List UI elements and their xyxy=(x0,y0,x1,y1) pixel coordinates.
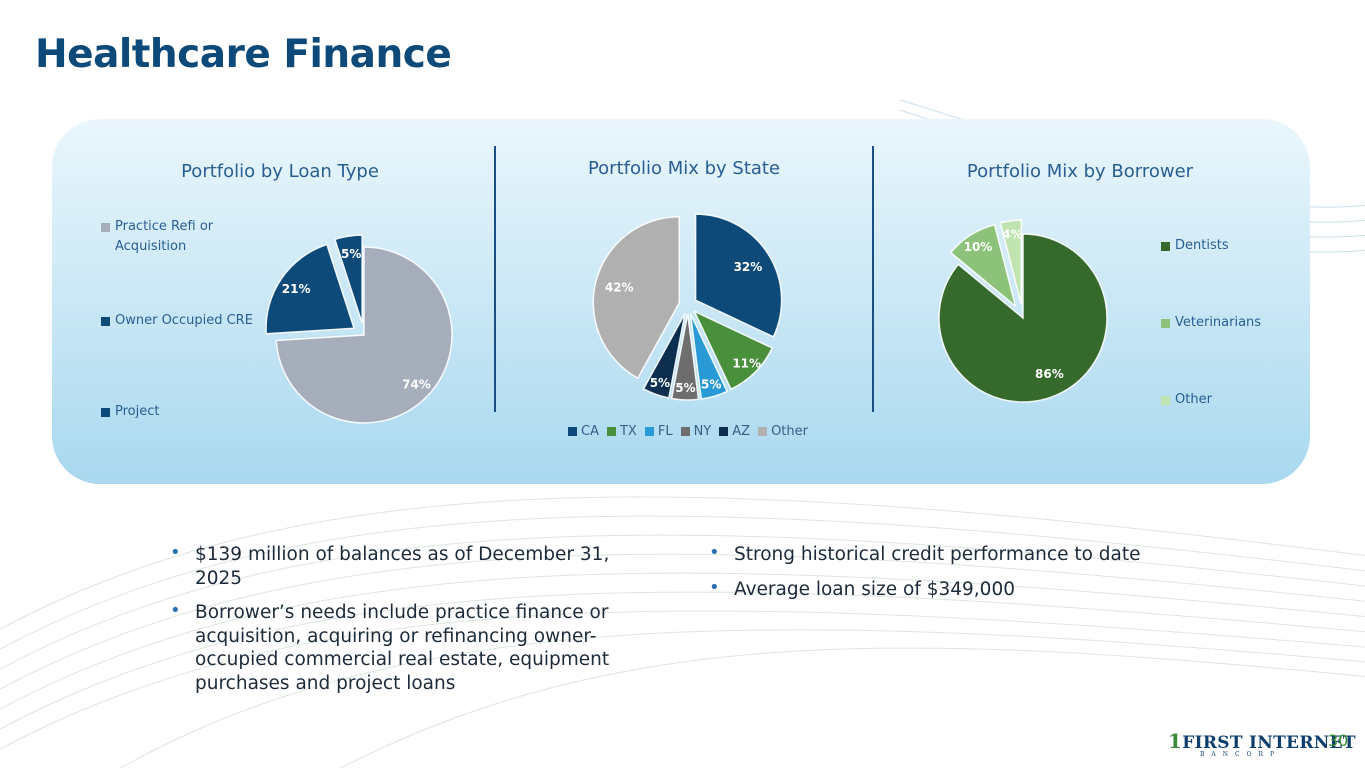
bullet-dot: • xyxy=(170,600,181,621)
legend-label: Owner Occupied CRE xyxy=(115,313,253,328)
divider xyxy=(494,146,496,412)
pie-slice-owner-occupied-cre xyxy=(265,243,356,335)
pie-slice-practice-refi-or-acquisition xyxy=(275,246,453,424)
legend-item: Other xyxy=(758,424,808,439)
legend-item: Owner Occupied CRE xyxy=(101,311,271,331)
pie-slice-tx xyxy=(692,309,774,391)
logo-subtext: BANCORP xyxy=(1200,751,1282,758)
legend-swatch xyxy=(644,427,654,436)
bullet-dot: • xyxy=(170,542,181,563)
bullet-item: • $139 million of balances as of December… xyxy=(170,542,655,590)
divider xyxy=(872,146,874,412)
legend-swatch xyxy=(101,317,110,326)
chart-title-borrower: Portfolio Mix by Borrower xyxy=(966,161,1194,182)
legend-item: TX xyxy=(606,424,637,439)
bullet-text: Strong historical credit performance to … xyxy=(734,544,1141,565)
bullet-item: • Strong historical credit performance to… xyxy=(709,542,1229,567)
legend-item: Veterinarians xyxy=(1161,313,1261,333)
pie-slice-other xyxy=(592,216,681,380)
legend-swatch xyxy=(758,427,768,436)
page-number: 30 xyxy=(1328,731,1349,750)
legend-label: Practice Refi or Acquisition xyxy=(115,219,214,254)
bullet-dot: • xyxy=(709,576,720,598)
pie-slice-fl xyxy=(689,313,729,400)
pie-slice-project xyxy=(333,234,363,324)
legend-state: CA TX FL NY AZ Other xyxy=(548,424,828,439)
pie-chart-state: 32% 11% 5% 5% 5% 42% xyxy=(592,213,783,401)
legend-item: FL xyxy=(644,424,673,439)
legend-item: Project xyxy=(101,402,159,422)
pie-chart-borrower: 86% 10% 4% xyxy=(938,219,1108,403)
data-label: 74% xyxy=(402,377,431,391)
first-internet-bancorp-logo: 1FIRST INTERNET BANCORP xyxy=(1168,729,1356,758)
bullet-item: • Average loan size of $349,000 xyxy=(709,576,1229,602)
legend-label: AZ xyxy=(732,424,751,439)
data-label: 10% xyxy=(964,240,993,254)
pie-slice-veterinarians xyxy=(949,223,1017,309)
data-label: 42% xyxy=(605,280,634,294)
legend-swatch xyxy=(568,427,577,436)
legend-item: CA xyxy=(568,424,599,439)
pie-slice-az xyxy=(642,313,686,399)
chart-title-state: Portfolio Mix by State xyxy=(587,158,781,179)
legend-item: AZ xyxy=(719,424,750,439)
legend-item: Other xyxy=(1161,390,1212,410)
data-label: 5% xyxy=(701,378,721,392)
legend-swatch xyxy=(680,427,690,436)
legend-item: Dentists xyxy=(1161,236,1229,256)
legend-label: Veterinarians xyxy=(1175,315,1262,330)
pie-chart-loan-type: 74% 21% 5% xyxy=(265,234,453,424)
bullet-text: $139 million of balances as of December … xyxy=(195,544,610,589)
data-label: 32% xyxy=(734,260,763,274)
logo-mark: 1 xyxy=(1168,729,1183,753)
legend-label: Project xyxy=(115,404,160,419)
data-label: 4% xyxy=(1002,228,1022,242)
legend-label: CA xyxy=(581,424,599,439)
bullet-text: Borrower’s needs include practice financ… xyxy=(195,602,610,694)
legend-label: Other xyxy=(771,424,808,439)
legend-swatch xyxy=(1161,319,1170,328)
bullet-list-right: • Strong historical credit performance to… xyxy=(709,542,1229,612)
pie-slice-dentists xyxy=(938,233,1108,403)
data-label: 5% xyxy=(675,381,695,395)
legend-swatch xyxy=(101,223,110,232)
bullet-text: Average loan size of $349,000 xyxy=(734,578,1015,600)
legend-swatch xyxy=(101,408,110,417)
chart-title-loan-type: Portfolio by Loan Type xyxy=(181,161,379,182)
bullet-dot: • xyxy=(709,542,720,563)
legend-label: Other xyxy=(1175,392,1212,407)
legend-swatch xyxy=(1161,396,1170,405)
data-label: 5% xyxy=(650,376,670,390)
pie-slice-ny xyxy=(670,313,700,401)
bullet-item: • Borrower’s needs include practice finan… xyxy=(170,600,655,695)
legend-swatch xyxy=(1161,242,1170,251)
legend-label: Dentists xyxy=(1175,238,1229,253)
legend-swatch xyxy=(606,427,616,436)
legend-label: NY xyxy=(693,424,712,439)
logo-text: FIRST INTERNET xyxy=(1182,733,1356,753)
data-label: 86% xyxy=(1035,367,1064,381)
pie-slice-other xyxy=(999,219,1022,305)
bullet-list-left: • $139 million of balances as of December… xyxy=(170,542,655,706)
pie-slice-ca xyxy=(694,213,783,338)
legend-item: NY xyxy=(680,424,712,439)
legend-swatch xyxy=(719,427,729,436)
data-label: 21% xyxy=(282,282,311,296)
legend-item: Practice Refi or Acquisition xyxy=(101,217,251,257)
data-label: 5% xyxy=(341,247,361,261)
slide-title: Healthcare Finance xyxy=(35,32,452,77)
legend-label: TX xyxy=(619,424,637,439)
data-label: 11% xyxy=(732,357,761,371)
legend-label: FL xyxy=(657,424,673,439)
